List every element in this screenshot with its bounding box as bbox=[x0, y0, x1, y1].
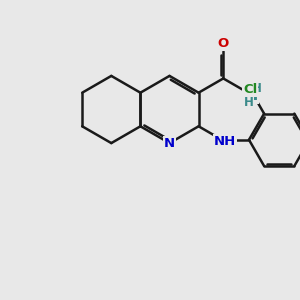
Text: NH: NH bbox=[214, 135, 236, 148]
Text: H: H bbox=[244, 96, 254, 109]
Text: H: H bbox=[252, 82, 262, 95]
Text: Cl: Cl bbox=[243, 83, 257, 96]
Text: N: N bbox=[247, 90, 258, 103]
Text: N: N bbox=[164, 136, 175, 150]
Text: O: O bbox=[218, 37, 229, 50]
